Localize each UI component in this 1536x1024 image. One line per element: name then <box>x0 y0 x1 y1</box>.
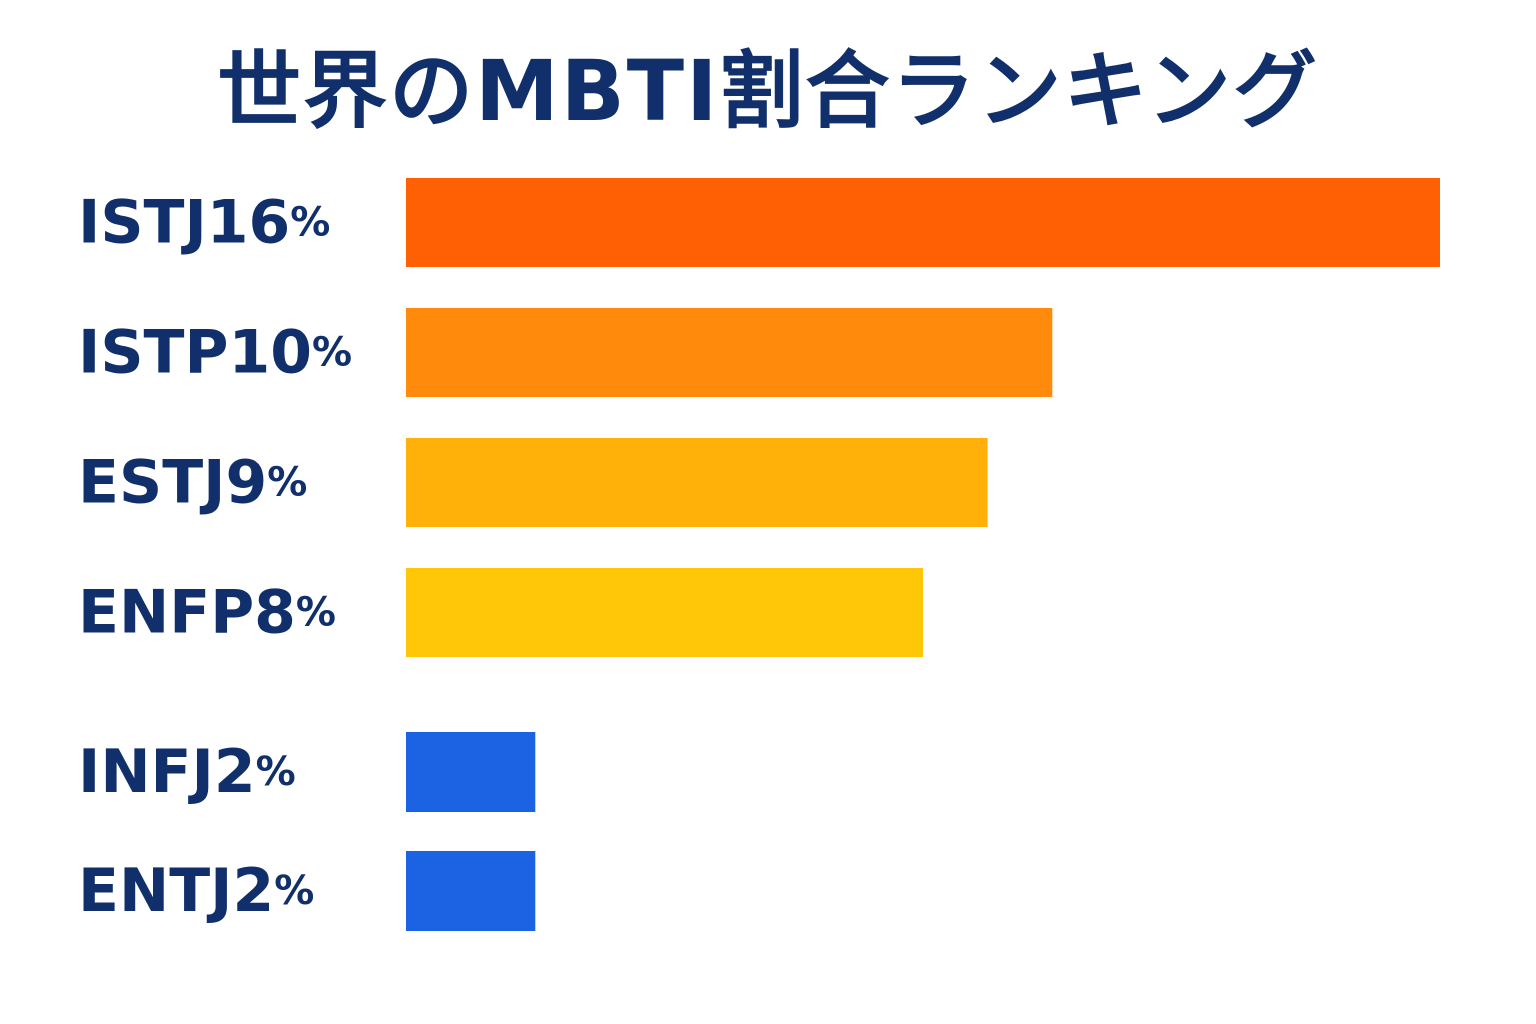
bar-istp <box>406 308 1053 397</box>
category-labels: ISTJ16%ISTP10%ESTJ9%ENFP8%INFJ2%ENTJ2% <box>78 188 352 927</box>
label-istp: ISTP10% <box>78 318 352 388</box>
category-name: ENTJ <box>78 856 232 926</box>
bar-entj <box>406 851 536 931</box>
label-enfp: ENFP8% <box>78 578 336 648</box>
bar-istj <box>406 178 1440 267</box>
percent-sign: % <box>267 460 307 506</box>
category-name: ISTJ <box>78 188 207 258</box>
label-istj: ISTJ16% <box>78 188 330 258</box>
category-name: ESTJ <box>78 448 225 518</box>
value-label: 10 <box>228 318 312 388</box>
category-name: ENFP <box>78 578 254 648</box>
bars <box>406 178 1440 931</box>
chart-title: 世界のMBTI割合ランキング <box>217 42 1319 140</box>
bar-enfp <box>406 568 923 657</box>
value-label: 8 <box>254 578 296 648</box>
percent-sign: % <box>290 200 330 246</box>
value-label: 2 <box>232 856 274 926</box>
percent-sign: % <box>296 590 336 636</box>
value-label: 16 <box>207 188 291 258</box>
bar-estj <box>406 438 988 527</box>
value-label: 9 <box>225 448 267 518</box>
percent-sign: % <box>312 330 352 376</box>
bar-infj <box>406 732 536 812</box>
category-name: INFJ <box>78 737 214 807</box>
label-entj: ENTJ2% <box>78 856 314 926</box>
label-infj: INFJ2% <box>78 737 296 807</box>
percent-sign: % <box>256 749 296 795</box>
value-label: 2 <box>214 737 256 807</box>
category-name: ISTP <box>78 318 228 388</box>
percent-sign: % <box>274 868 314 914</box>
label-estj: ESTJ9% <box>78 448 307 518</box>
